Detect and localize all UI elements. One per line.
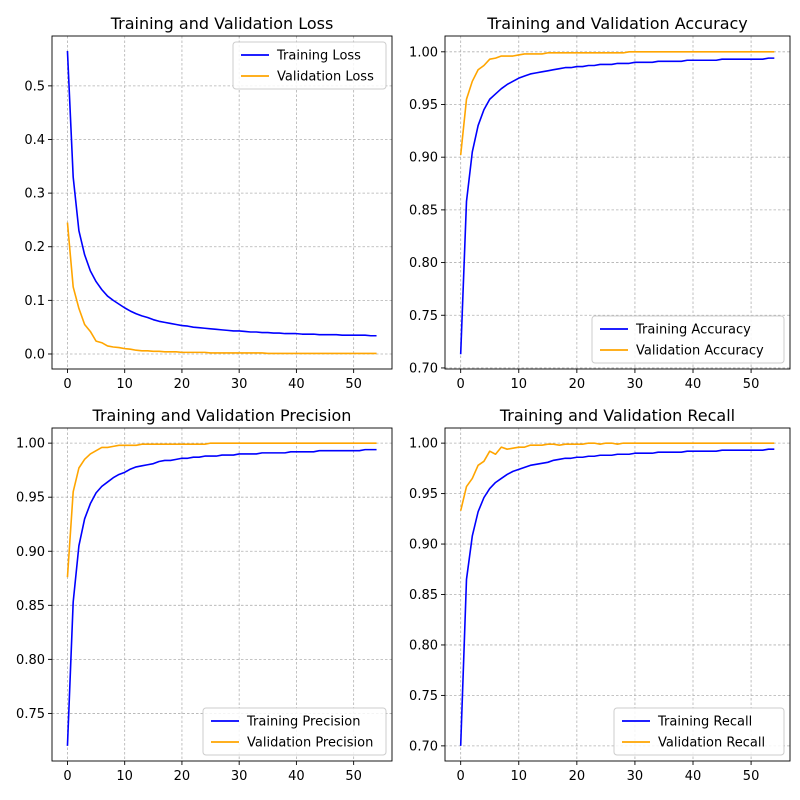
legend-box <box>202 707 387 756</box>
x-tick-label: 40 <box>288 769 305 784</box>
x-tick-label: 50 <box>345 377 362 392</box>
chart-title: Training and Validation Loss <box>110 14 334 33</box>
y-tick-label: 0.80 <box>409 256 438 271</box>
legend-label: Validation Recall <box>658 736 765 751</box>
x-tick-label: 20 <box>569 377 586 392</box>
y-tick-label: 0.85 <box>409 588 438 603</box>
chart-title: Training and Validation Accuracy <box>486 14 748 33</box>
legend-label: Training Loss <box>276 49 361 64</box>
legend-box <box>613 707 785 756</box>
axes-frame <box>51 427 393 762</box>
x-tick-label: 0 <box>457 377 465 392</box>
y-tick-label: 0.75 <box>16 707 45 722</box>
x-tick-label: 50 <box>743 377 760 392</box>
series-line-training-loss <box>66 50 377 337</box>
chart-title: Training and Validation Precision <box>92 406 352 425</box>
recall-chart: Training and Validation Recall 0 10 20 30 40… <box>409 406 791 784</box>
axes-frame <box>444 35 791 370</box>
x-tick-label: 30 <box>627 377 644 392</box>
y-tick-label: 0.75 <box>409 689 438 704</box>
legend-label: Training Accuracy <box>635 323 751 338</box>
y-tick-label: 0.85 <box>16 599 45 614</box>
loss-chart: Training and Validation Loss 0 10 20 30 40 50… <box>24 14 393 392</box>
x-tick-label: 0 <box>63 769 71 784</box>
y-tick-label: 0.85 <box>409 203 438 218</box>
x-tick-label: 10 <box>116 377 133 392</box>
x-tick-label: 20 <box>569 769 586 784</box>
x-tick-label: 40 <box>685 769 702 784</box>
x-tick-label: 40 <box>288 377 305 392</box>
y-tick-label: 0.95 <box>409 487 438 502</box>
y-tick-label: 0.90 <box>16 545 45 560</box>
x-tick-label: 30 <box>627 769 644 784</box>
x-tick-label: 20 <box>174 769 191 784</box>
legend: Training Accuracy Validation Accuracy <box>591 315 785 364</box>
legend: Training Recall Validation Recall <box>613 707 785 756</box>
y-tick-label: 0.90 <box>409 151 438 166</box>
legend-box <box>591 315 785 364</box>
legend-label: Validation Accuracy <box>636 344 764 359</box>
series-line-validation-accuracy <box>459 51 775 156</box>
legend-label: Validation Precision <box>247 736 373 751</box>
y-tick-label: 0.80 <box>16 653 45 668</box>
legend-label: Training Recall <box>657 715 752 730</box>
y-tick-label: 1.00 <box>16 437 45 452</box>
x-tick-label: 40 <box>685 377 702 392</box>
y-tick-label: 0.5 <box>24 79 45 94</box>
x-tick-label: 10 <box>510 769 527 784</box>
x-tick-label: 20 <box>174 377 191 392</box>
axes-frame <box>51 35 393 370</box>
y-tick-label: 0.80 <box>409 638 438 653</box>
series-line-training-accuracy <box>459 57 775 355</box>
y-tick-label: 0.95 <box>409 98 438 113</box>
x-tick-label: 30 <box>231 377 248 392</box>
x-tick-label: 30 <box>231 769 248 784</box>
legend: Training Loss Validation Loss <box>232 41 387 90</box>
chart-title: Training and Validation Recall <box>499 406 735 425</box>
legend-label: Validation Loss <box>277 70 374 85</box>
series-line-validation-loss <box>66 222 377 355</box>
legend-label: Training Precision <box>246 715 360 730</box>
series-line-validation-recall <box>459 442 775 511</box>
series-line-training-recall <box>459 448 775 746</box>
y-tick-label: 0.90 <box>409 538 438 553</box>
x-tick-label: 0 <box>457 769 465 784</box>
y-tick-label: 1.00 <box>409 437 438 452</box>
y-tick-label: 1.00 <box>409 45 438 60</box>
y-tick-label: 0.2 <box>24 240 45 255</box>
y-tick-label: 0.3 <box>24 187 45 202</box>
series-line-validation-precision <box>66 442 377 578</box>
legend: Training Precision Validation Precision <box>202 707 387 756</box>
x-tick-label: 50 <box>345 769 362 784</box>
legend-box <box>232 41 387 90</box>
x-tick-label: 50 <box>743 769 760 784</box>
y-tick-label: 0.70 <box>409 739 438 754</box>
x-tick-label: 0 <box>63 377 71 392</box>
y-tick-label: 0.4 <box>24 133 45 148</box>
y-tick-label: 0.1 <box>24 294 45 309</box>
series-line-training-precision <box>66 448 377 746</box>
x-tick-label: 10 <box>116 769 133 784</box>
accuracy-chart: Training and Validation Accuracy 0 10 20 30… <box>409 14 791 392</box>
y-tick-label: 0.70 <box>409 361 438 376</box>
precision-chart: Training and Validation Precision 0 10 20 3… <box>16 406 393 784</box>
x-tick-label: 10 <box>510 377 527 392</box>
y-tick-label: 0.95 <box>16 491 45 506</box>
y-tick-label: 0.75 <box>409 309 438 324</box>
y-tick-label: 0.0 <box>24 347 45 362</box>
